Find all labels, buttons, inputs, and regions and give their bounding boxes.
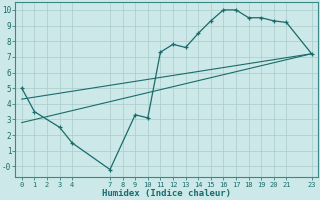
X-axis label: Humidex (Indice chaleur): Humidex (Indice chaleur) xyxy=(102,189,231,198)
